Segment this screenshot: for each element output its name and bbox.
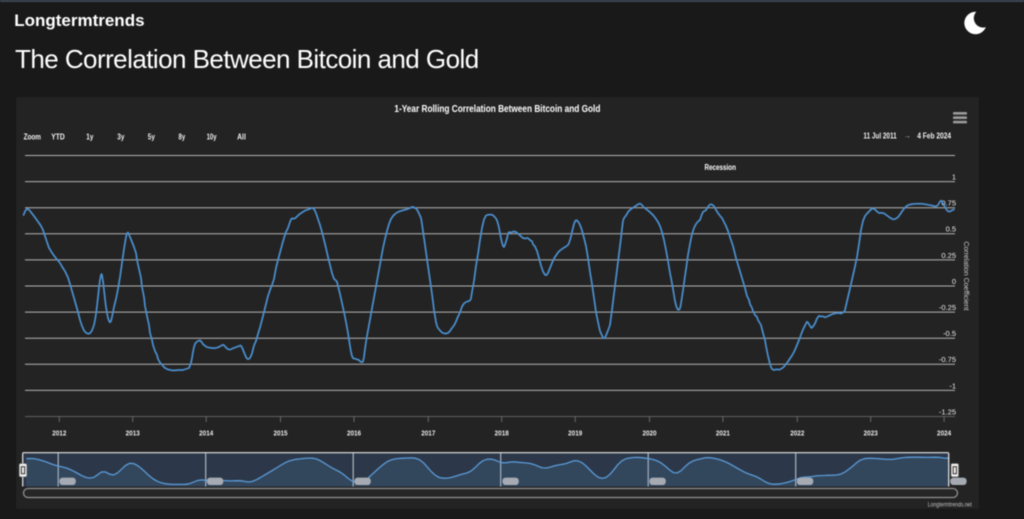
svg-text:-0.25: -0.25	[939, 303, 956, 312]
svg-text:2015: 2015	[273, 429, 287, 438]
svg-text:2012: 2012	[52, 429, 66, 438]
svg-text:YTD: YTD	[51, 133, 65, 142]
svg-text:-0.75: -0.75	[939, 355, 956, 364]
svg-text:Longtermtrends.net: Longtermtrends.net	[928, 501, 972, 508]
svg-text:Recession: Recession	[704, 163, 736, 172]
svg-text:2024: 2024	[937, 429, 952, 438]
svg-text:2022: 2022	[790, 429, 804, 438]
svg-text:2016: 2016	[347, 429, 361, 438]
svg-text:Correlation Coefficient: Correlation Coefficient	[962, 241, 969, 310]
svg-text:→: →	[904, 133, 911, 140]
svg-text:2013: 2013	[126, 429, 140, 438]
svg-text:1y: 1y	[86, 133, 94, 142]
svg-text:2021: 2021	[716, 429, 730, 438]
svg-text:0.25: 0.25	[941, 251, 956, 260]
svg-text:0.5: 0.5	[946, 225, 956, 234]
svg-text:-1: -1	[949, 381, 956, 390]
svg-text:Zoom: Zoom	[24, 133, 41, 142]
svg-text:0: 0	[952, 277, 956, 286]
svg-text:3y: 3y	[117, 133, 125, 142]
svg-text:8y: 8y	[179, 133, 186, 142]
svg-text:2018: 2018	[495, 429, 509, 438]
svg-text:1: 1	[952, 173, 956, 182]
svg-text:1-Year Rolling Correlation Bet: 1-Year Rolling Correlation Between Bitco…	[394, 104, 600, 115]
svg-text:2017: 2017	[421, 429, 435, 438]
svg-text:2023: 2023	[864, 429, 878, 438]
svg-text:All: All	[237, 133, 246, 142]
svg-text:0.75: 0.75	[941, 199, 956, 208]
svg-text:2014: 2014	[199, 429, 214, 438]
svg-text:2019: 2019	[568, 429, 582, 438]
svg-text:2020: 2020	[642, 429, 656, 438]
svg-text:11 Jul 2011: 11 Jul 2011	[863, 131, 897, 140]
svg-text:-0.5: -0.5	[943, 329, 956, 338]
svg-text:10y: 10y	[207, 133, 217, 142]
svg-text:4 Feb 2024: 4 Feb 2024	[917, 131, 951, 140]
svg-text:5y: 5y	[148, 133, 156, 142]
svg-text:-1.25: -1.25	[939, 407, 956, 416]
